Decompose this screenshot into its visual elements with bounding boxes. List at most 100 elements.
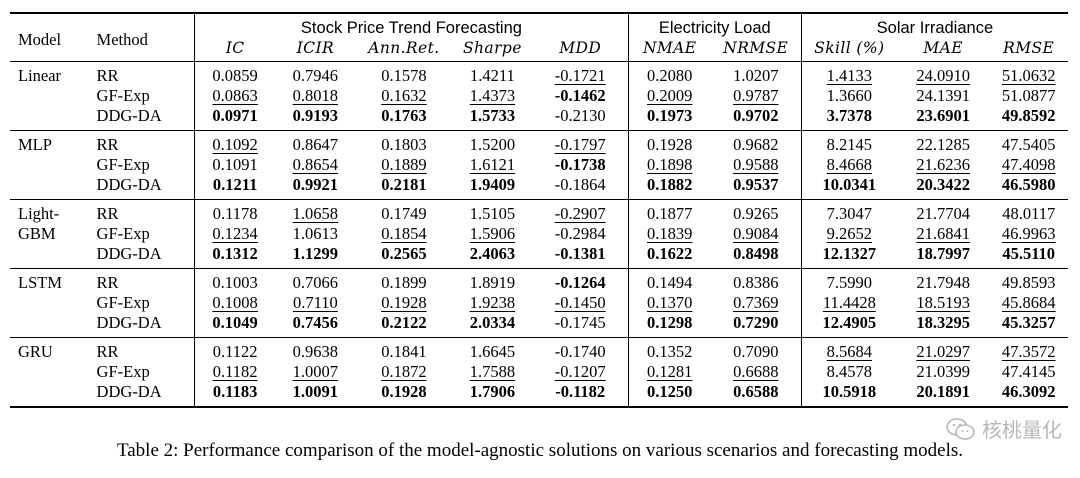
table-cell: 1.4133 bbox=[800, 61, 897, 86]
cell-value: 0.1234 bbox=[212, 224, 258, 243]
metric-header: MDD bbox=[559, 39, 602, 57]
table-cell: 0.7290 bbox=[711, 313, 802, 338]
table-cell: 0.1281 bbox=[627, 362, 711, 382]
cell-value: 0.9193 bbox=[292, 106, 339, 125]
table-cell: -0.1264 bbox=[532, 268, 629, 293]
table-cell: -0.1462 bbox=[533, 86, 629, 106]
table-row: DDG-DA 0.1049 0.7456 0.2122 2.0334 -0.1745 0.1… bbox=[10, 313, 1068, 338]
cell-value: 0.1182 bbox=[212, 362, 258, 381]
table-cell: 0.9265 bbox=[710, 199, 802, 224]
group-header-solar: Solar Irradiance bbox=[800, 13, 1068, 38]
table-cell: 24.1391 bbox=[897, 86, 990, 106]
table-cell: 0.1928 bbox=[356, 382, 453, 407]
table-cell: 45.3257 bbox=[989, 313, 1068, 338]
cell-value: 1.7906 bbox=[469, 382, 516, 401]
cell-value: 12.1327 bbox=[822, 244, 877, 263]
table-cell: 0.2080 bbox=[627, 61, 711, 86]
group-header-stock: Stock Price Trend Forecasting bbox=[194, 13, 629, 38]
table-cell: 0.2181 bbox=[356, 175, 453, 200]
table-cell: 20.1891 bbox=[897, 382, 990, 407]
metric-header: NRMSE bbox=[723, 39, 789, 57]
watermark: 核桃量化 bbox=[946, 414, 1062, 443]
table-cell: 21.7948 bbox=[896, 268, 990, 293]
table-cell: 0.1183 bbox=[194, 382, 276, 407]
cell-value: 0.1211 bbox=[212, 175, 258, 194]
cell-value: 1.6121 bbox=[469, 155, 516, 174]
table-cell: 46.5980 bbox=[989, 175, 1068, 200]
table-cell: -0.2130 bbox=[533, 106, 629, 131]
table-cell: 47.5405 bbox=[989, 130, 1068, 155]
cell-value: 0.9638 bbox=[292, 342, 339, 361]
table-cell: 51.0632 bbox=[989, 61, 1068, 86]
cell-value: 2.0334 bbox=[469, 313, 516, 332]
cell-value: 8.4578 bbox=[826, 362, 872, 381]
table-row: Light- GBM RR 0.1178 1.0658 0.1749 1.5105 -0.29… bbox=[10, 199, 1068, 269]
table-cell: 46.9963 bbox=[989, 224, 1068, 244]
cell-value: 0.9702 bbox=[733, 106, 779, 125]
table-cell: 1.9238 bbox=[452, 293, 532, 313]
table-cell: 0.1632 bbox=[356, 86, 453, 106]
cell-value: 7.5990 bbox=[826, 273, 872, 292]
table-cell: 8.5684 bbox=[800, 337, 897, 362]
table-cell: 0.1899 bbox=[355, 268, 453, 293]
cell-value: 0.1250 bbox=[647, 382, 693, 401]
table-cell: 0.6588 bbox=[711, 382, 802, 407]
cell-value: 51.0632 bbox=[1001, 66, 1056, 85]
cell-value: 0.9682 bbox=[733, 135, 779, 154]
table-cell: 0.2009 bbox=[627, 86, 711, 106]
table-cell: 8.4578 bbox=[800, 362, 897, 382]
table-row: LSTM RR 0.1003 0.7066 0.1899 1.8919 -0.1264 0.1… bbox=[10, 268, 1068, 338]
results-body: Linear RR 0.0859 0.7946 0.1578 1.4211 -0.1721 0… bbox=[10, 61, 1068, 407]
table-cell: 0.9921 bbox=[275, 175, 355, 200]
table-cell: 7.5990 bbox=[800, 268, 897, 293]
cell-value: 0.1003 bbox=[212, 273, 258, 292]
table-cell: 1.9409 bbox=[452, 175, 532, 200]
table-row: Linear RR 0.0859 0.7946 0.1578 1.4211 -0.1721 0… bbox=[10, 61, 1068, 131]
cell-value: 1.3660 bbox=[826, 86, 872, 105]
cell-value: 48.0117 bbox=[1002, 204, 1056, 223]
cell-value: 8.5684 bbox=[826, 342, 872, 361]
table-row: GRU RR 0.1122 0.9638 0.1841 1.6645 -0.1740 0.13… bbox=[10, 337, 1068, 407]
table-cell: 1.7906 bbox=[452, 382, 532, 407]
table-row: MLP RR 0.1092 0.8647 0.1803 1.5200 -0.1797 0.19… bbox=[10, 130, 1068, 200]
table-cell: 0.8498 bbox=[711, 244, 802, 269]
metric-header: NMAE bbox=[627, 38, 711, 62]
table-cell: 0.1763 bbox=[356, 106, 453, 131]
cell-value: 0.1092 bbox=[212, 135, 258, 154]
cell-value: 51.0877 bbox=[1001, 86, 1056, 105]
table-cell: 1.4211 bbox=[452, 61, 533, 86]
cell-value: 0.2565 bbox=[381, 244, 427, 263]
cell-value: -0.1797 bbox=[554, 135, 606, 154]
table-cell: 1.3660 bbox=[800, 86, 897, 106]
cell-value: 0.1882 bbox=[647, 175, 693, 194]
table-cell: 1.0613 bbox=[275, 224, 355, 244]
metric-header: ICIR bbox=[296, 39, 335, 57]
table-cell: 1.1299 bbox=[275, 244, 355, 269]
table-cell: 0.1370 bbox=[627, 293, 711, 313]
cell-value: 0.1298 bbox=[647, 313, 693, 332]
cell-value: 1.9409 bbox=[469, 175, 516, 194]
table-cell: 0.1312 bbox=[194, 244, 276, 269]
cell-value: 0.6588 bbox=[733, 382, 779, 401]
cell-value: 11.4428 bbox=[822, 293, 876, 312]
table-cell: 1.8919 bbox=[452, 268, 533, 293]
table-cell: -0.1740 bbox=[532, 337, 629, 362]
method-name: DDG-DA bbox=[96, 106, 162, 125]
cell-value: 24.1391 bbox=[916, 86, 970, 105]
method-name: DDG-DA bbox=[96, 313, 162, 332]
table-cell: 0.1122 bbox=[194, 337, 276, 362]
cell-value: -0.1721 bbox=[554, 66, 606, 85]
table-cell: 8.2145 bbox=[800, 130, 897, 155]
method-name: RR bbox=[96, 130, 195, 155]
table-cell: 1.4373 bbox=[452, 86, 532, 106]
cell-value: 0.1312 bbox=[212, 244, 258, 263]
method-name: GF-Exp bbox=[96, 293, 150, 312]
table-cell: -0.1450 bbox=[533, 293, 629, 313]
table-cell: 11.4428 bbox=[800, 293, 897, 313]
table-cell: 0.6688 bbox=[711, 362, 802, 382]
table-cell: 0.1882 bbox=[627, 175, 711, 200]
table-cell: 1.6645 bbox=[452, 337, 533, 362]
cell-value: 0.2122 bbox=[381, 313, 427, 332]
cell-value: -0.1381 bbox=[554, 244, 606, 263]
table-cell: 3.7378 bbox=[800, 106, 897, 131]
